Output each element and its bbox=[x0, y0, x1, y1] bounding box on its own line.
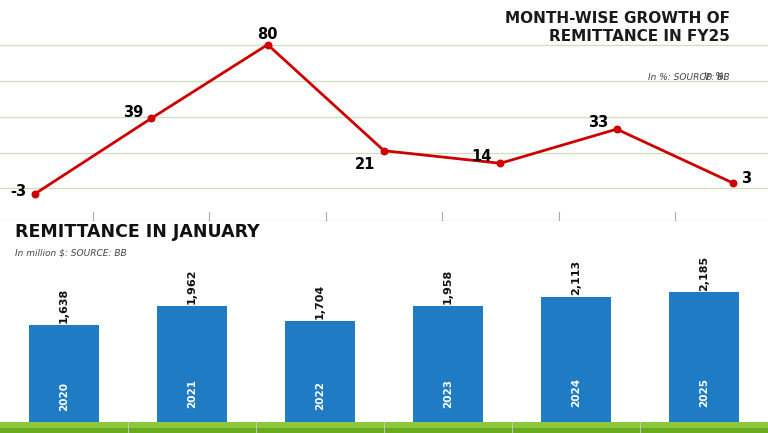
Text: In %: SOURCE: BB: In %: SOURCE: BB bbox=[648, 73, 730, 82]
Text: In %:: In %: bbox=[704, 72, 730, 81]
Text: -3: -3 bbox=[11, 184, 27, 199]
Text: 1,704: 1,704 bbox=[315, 284, 325, 320]
Text: 2021: 2021 bbox=[187, 379, 197, 408]
Text: 2025: 2025 bbox=[699, 378, 709, 407]
Bar bbox=[669, 292, 739, 422]
Text: 2,185: 2,185 bbox=[699, 256, 709, 291]
Point bbox=[727, 180, 740, 187]
Bar bbox=[285, 321, 355, 422]
Text: 14: 14 bbox=[472, 149, 492, 164]
Point bbox=[378, 147, 390, 154]
Point bbox=[261, 41, 273, 48]
Bar bbox=[157, 306, 227, 422]
Point bbox=[145, 115, 157, 122]
Text: 1,638: 1,638 bbox=[59, 288, 69, 323]
Text: 2023: 2023 bbox=[443, 379, 453, 408]
Point bbox=[28, 191, 41, 197]
Bar bbox=[28, 325, 99, 422]
Point bbox=[495, 160, 507, 167]
Text: 3: 3 bbox=[741, 171, 752, 186]
Text: 1,962: 1,962 bbox=[187, 268, 197, 304]
Text: 21: 21 bbox=[356, 157, 376, 172]
Text: REMITTANCE IN JANUARY: REMITTANCE IN JANUARY bbox=[15, 223, 260, 241]
Bar bbox=[0, 428, 768, 433]
Bar bbox=[413, 306, 483, 422]
Bar bbox=[0, 422, 768, 433]
Text: 2024: 2024 bbox=[571, 378, 581, 407]
Text: 33: 33 bbox=[588, 115, 608, 130]
Text: 2,113: 2,113 bbox=[571, 260, 581, 295]
Text: MONTH-WISE GROWTH OF
REMITTANCE IN FY25: MONTH-WISE GROWTH OF REMITTANCE IN FY25 bbox=[505, 11, 730, 44]
Bar bbox=[541, 297, 611, 422]
Text: 1,958: 1,958 bbox=[443, 269, 453, 304]
Text: In million $: SOURCE: BB: In million $: SOURCE: BB bbox=[15, 249, 127, 257]
Text: 39: 39 bbox=[123, 105, 143, 120]
Text: 80: 80 bbox=[257, 27, 278, 42]
Text: 2022: 2022 bbox=[315, 381, 325, 410]
Point bbox=[611, 126, 623, 132]
Text: 2020: 2020 bbox=[59, 381, 69, 410]
